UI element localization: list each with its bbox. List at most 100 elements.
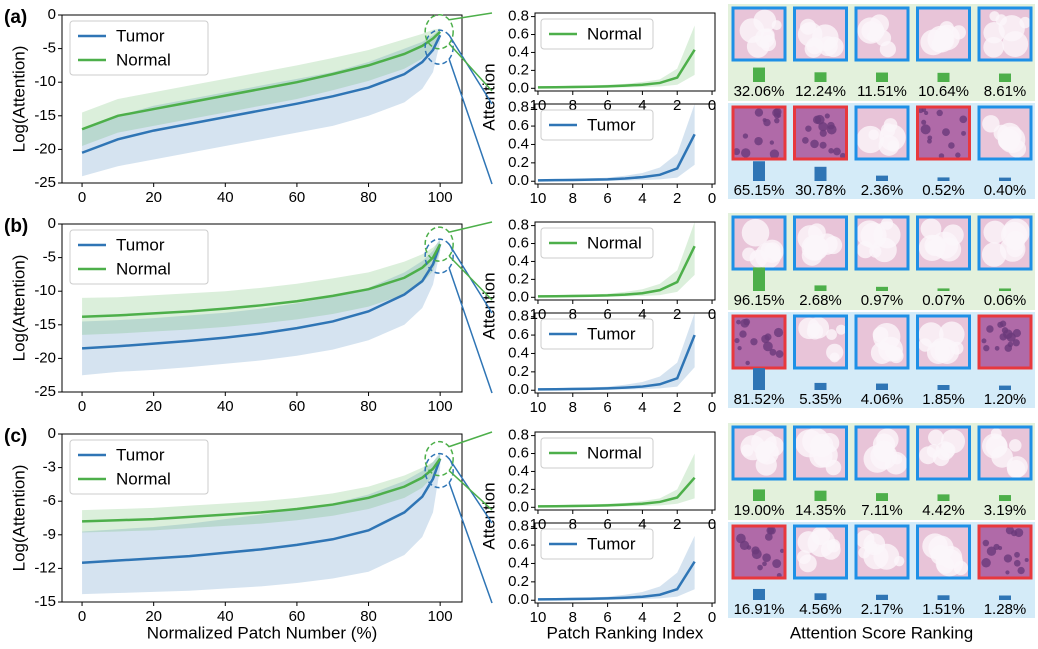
- patch-texture: [763, 341, 773, 352]
- value-label: 1.20%: [984, 391, 1027, 408]
- x-tick-label: 40: [217, 398, 234, 415]
- patch-texture: [772, 108, 781, 117]
- patch-texture: [764, 533, 773, 541]
- patch-frame: [793, 6, 848, 62]
- patch-texture: [741, 444, 754, 457]
- patch-texture: [774, 117, 780, 124]
- patch-texture: [983, 220, 1007, 244]
- patch-texture: [983, 345, 990, 352]
- y-tick-label: -20: [34, 140, 56, 157]
- bar: [937, 288, 950, 291]
- axes-frame: [534, 431, 716, 511]
- legend-box: [540, 227, 654, 259]
- band: [537, 104, 695, 182]
- value-label: 14.35%: [795, 502, 846, 519]
- patch-texture: [798, 554, 817, 573]
- y-tick-label: 0.4: [508, 554, 529, 571]
- y-tick-label: -3: [43, 459, 56, 476]
- value-label: 5.35%: [799, 391, 842, 408]
- bar: [937, 72, 950, 82]
- y-tick-label: 0.4: [508, 135, 529, 152]
- patch-frame: [916, 6, 971, 62]
- y-tick-label: -15: [34, 107, 56, 124]
- patch-texture: [754, 108, 764, 117]
- y-tick-label: -12: [34, 559, 56, 576]
- bar: [814, 285, 827, 291]
- panel-label: (a): [4, 7, 27, 28]
- patch-texture: [999, 320, 1007, 327]
- bar: [814, 166, 827, 181]
- x-tick-label: 20: [145, 608, 162, 625]
- patch-image: [856, 427, 908, 479]
- patch-texture: [819, 129, 827, 137]
- value-label: 19.00%: [734, 502, 785, 519]
- x-tick-label: 4: [638, 399, 646, 416]
- patch-texture: [936, 109, 943, 117]
- zoom-connector: [448, 34, 493, 105]
- zoom-connector: [448, 255, 493, 301]
- legend-label: Normal: [587, 233, 642, 252]
- patch-texture: [742, 247, 756, 262]
- patch-texture: [820, 540, 841, 560]
- y-tick-label: 0.4: [508, 344, 529, 361]
- value-label: 11.51%: [857, 83, 907, 100]
- patch-texture: [856, 125, 884, 154]
- legend-box: [69, 20, 209, 76]
- x-tick-label: 20: [145, 189, 162, 206]
- patch-image: [917, 8, 970, 60]
- bar: [753, 267, 765, 291]
- patch-texture: [804, 40, 823, 58]
- zoom-connector: [448, 58, 493, 185]
- zoom-circle: [424, 14, 454, 50]
- band: [82, 451, 441, 595]
- patch-texture: [769, 348, 777, 356]
- patch-frame: [916, 105, 971, 161]
- x-tick-label: 2: [673, 399, 681, 416]
- patch-texture: [1017, 566, 1025, 575]
- patch-frame: [731, 425, 787, 481]
- value-label: 3.19%: [984, 502, 1027, 519]
- patch-texture: [872, 323, 901, 351]
- line: [81, 458, 442, 565]
- patch-texture: [1012, 339, 1020, 347]
- patch-texture: [814, 114, 825, 125]
- band: [537, 313, 695, 391]
- x-tick-label: 60: [289, 608, 306, 625]
- bar: [937, 494, 950, 501]
- zoom-circle: [424, 440, 454, 477]
- patch-image: [856, 526, 908, 578]
- patch-texture: [763, 436, 784, 457]
- y-axis-label: Attention: [479, 63, 498, 130]
- zoom-connector: [448, 482, 493, 604]
- y-tick-label: 0.6: [508, 117, 529, 134]
- y-tick-label: 0.0: [508, 172, 529, 189]
- legend-box: [540, 437, 654, 469]
- legend-box: [69, 439, 209, 495]
- panel-label: (c): [4, 426, 27, 447]
- value-label: 0.97%: [861, 292, 904, 309]
- patch-image: [733, 8, 785, 60]
- line: [537, 245, 696, 298]
- patch-texture: [762, 553, 771, 563]
- value-label: 1.28%: [984, 601, 1027, 618]
- patch-texture: [745, 360, 750, 366]
- value-label: 65.15%: [734, 182, 785, 199]
- bar: [999, 73, 1011, 82]
- zoom-connector: [448, 43, 493, 92]
- x-tick-label: 40: [217, 189, 234, 206]
- axes-frame: [61, 14, 463, 184]
- value-label: 8.61%: [984, 83, 1027, 100]
- x-tick-label: 10: [530, 97, 547, 114]
- zoom-circle: [424, 452, 454, 489]
- patch-texture: [938, 153, 945, 159]
- y-tick-label: -25: [34, 383, 56, 400]
- patch-texture: [740, 318, 750, 328]
- y-axis-label: Attention: [479, 272, 498, 339]
- axes-frame: [534, 103, 716, 185]
- value-label: 4.42%: [922, 502, 965, 519]
- patch-texture: [769, 140, 775, 145]
- patch-image: [794, 427, 847, 479]
- y-tick-label: 0.2: [508, 154, 529, 171]
- patch-texture: [1024, 557, 1029, 563]
- x-tick-label: 6: [603, 190, 611, 207]
